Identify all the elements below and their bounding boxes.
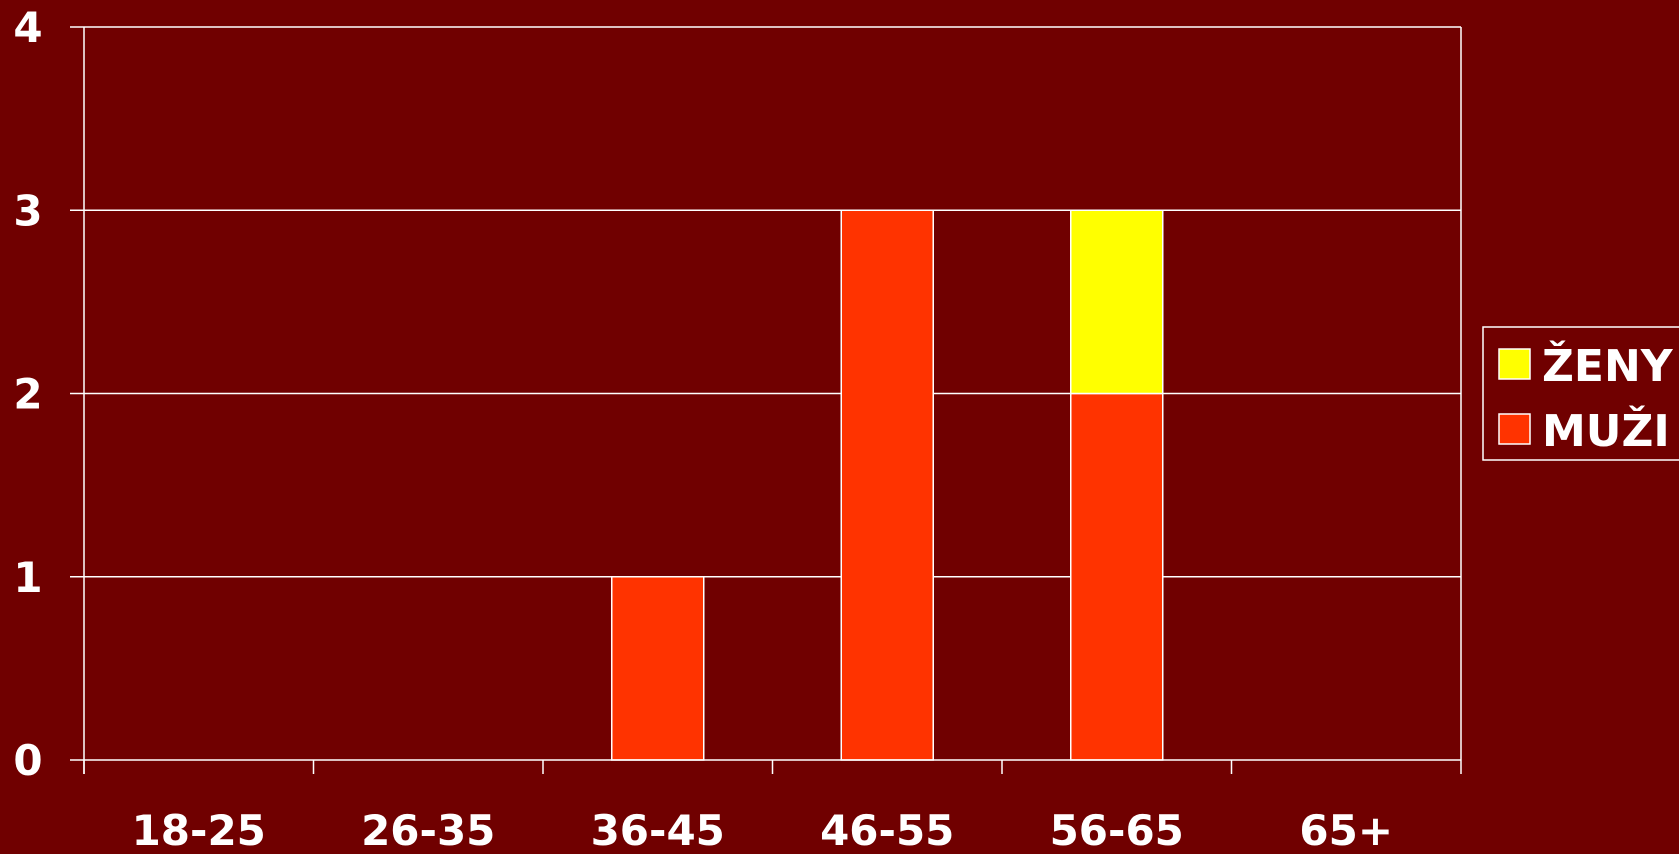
- x-axis-category-labels: 18-25 26-35 36-45 46-55 56-65 65+: [132, 806, 1393, 854]
- legend-swatch-muzi: [1498, 413, 1531, 445]
- y-tick-label: 1: [13, 553, 42, 602]
- legend: ŽENY MUŽI: [1482, 326, 1679, 461]
- bar-muzi-46-55: [840, 209, 934, 761]
- x-category-label: 46-55: [820, 806, 954, 854]
- axes: [70, 26, 1462, 774]
- y-axis-tick-labels: 0 1 2 3 4: [13, 3, 42, 785]
- legend-label: ŽENY: [1542, 339, 1674, 392]
- x-category-label: 65+: [1299, 806, 1393, 854]
- y-tick-label: 0: [13, 736, 42, 785]
- legend-box: [1482, 326, 1679, 461]
- x-category-label: 26-35: [361, 806, 495, 854]
- x-category-label: 36-45: [591, 806, 725, 854]
- y-tick-label: 2: [13, 370, 42, 419]
- gridlines: [84, 26, 1461, 578]
- bar-zeny-56-65: [1070, 209, 1164, 395]
- x-category-label: 18-25: [132, 806, 266, 854]
- bar-muzi-56-65: [1070, 392, 1164, 761]
- legend-swatch-zeny: [1498, 348, 1531, 380]
- legend-label: MUŽI: [1542, 404, 1670, 457]
- y-tick-label: 4: [13, 3, 42, 52]
- bar-muzi-36-45: [611, 576, 705, 761]
- y-tick-label: 3: [13, 186, 42, 235]
- x-category-label: 56-65: [1050, 806, 1184, 854]
